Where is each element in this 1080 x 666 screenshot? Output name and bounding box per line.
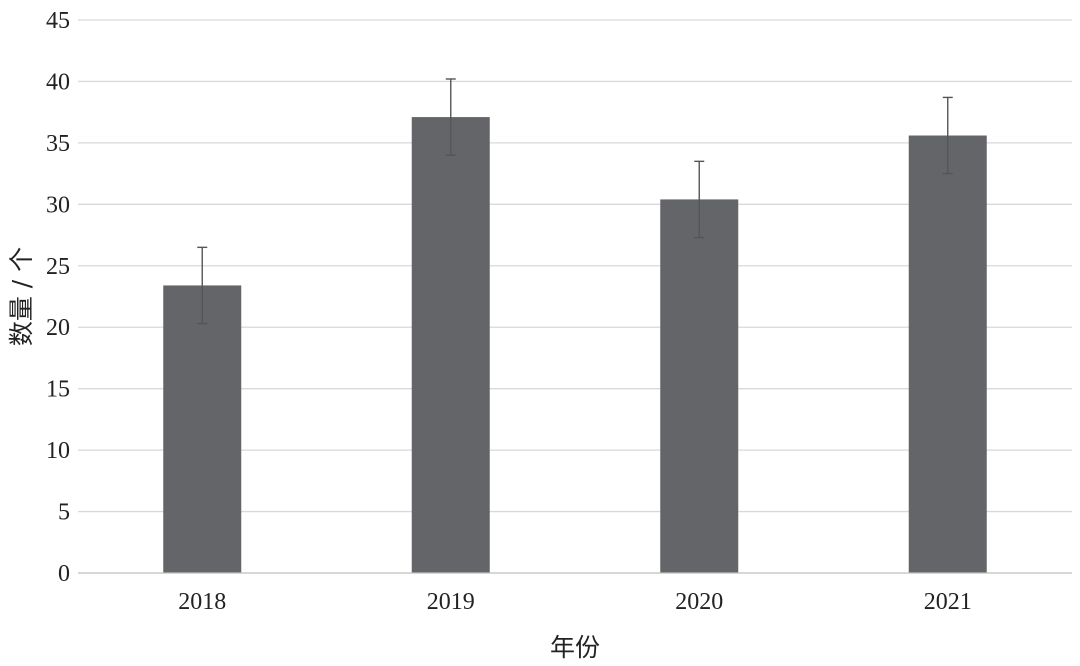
y-tick-labels: 0 5 10 15 20 25 30 35 40 45 <box>46 8 70 587</box>
y-tick-label: 30 <box>46 192 70 218</box>
bar-2020 <box>660 199 739 573</box>
error-bars <box>197 78 953 325</box>
x-tick-label: 2018 <box>178 589 226 615</box>
y-tick-label: 10 <box>46 438 70 464</box>
x-tick-label: 2020 <box>675 589 723 615</box>
x-axis-title: 年份 <box>550 633 600 662</box>
bar-2019 <box>411 117 490 574</box>
y-axis-title: 数量 / 个 <box>7 247 36 346</box>
y-tick-label: 35 <box>46 131 70 157</box>
y-tick-label: 45 <box>46 8 70 34</box>
gridlines <box>78 19 1072 513</box>
y-tick-label: 5 <box>58 500 70 526</box>
x-tick-label: 2019 <box>427 589 475 615</box>
bar-2021 <box>908 135 987 573</box>
x-tick-label: 2021 <box>924 589 972 615</box>
y-tick-label: 40 <box>46 69 70 95</box>
y-tick-label: 25 <box>46 254 70 280</box>
y-tick-label: 20 <box>46 315 70 341</box>
bar-2018 <box>163 285 242 573</box>
x-tick-labels: 2018 2019 2020 2021 <box>178 589 972 615</box>
bars <box>163 117 987 574</box>
y-tick-label: 15 <box>46 377 70 403</box>
y-tick-label: 0 <box>58 561 70 587</box>
